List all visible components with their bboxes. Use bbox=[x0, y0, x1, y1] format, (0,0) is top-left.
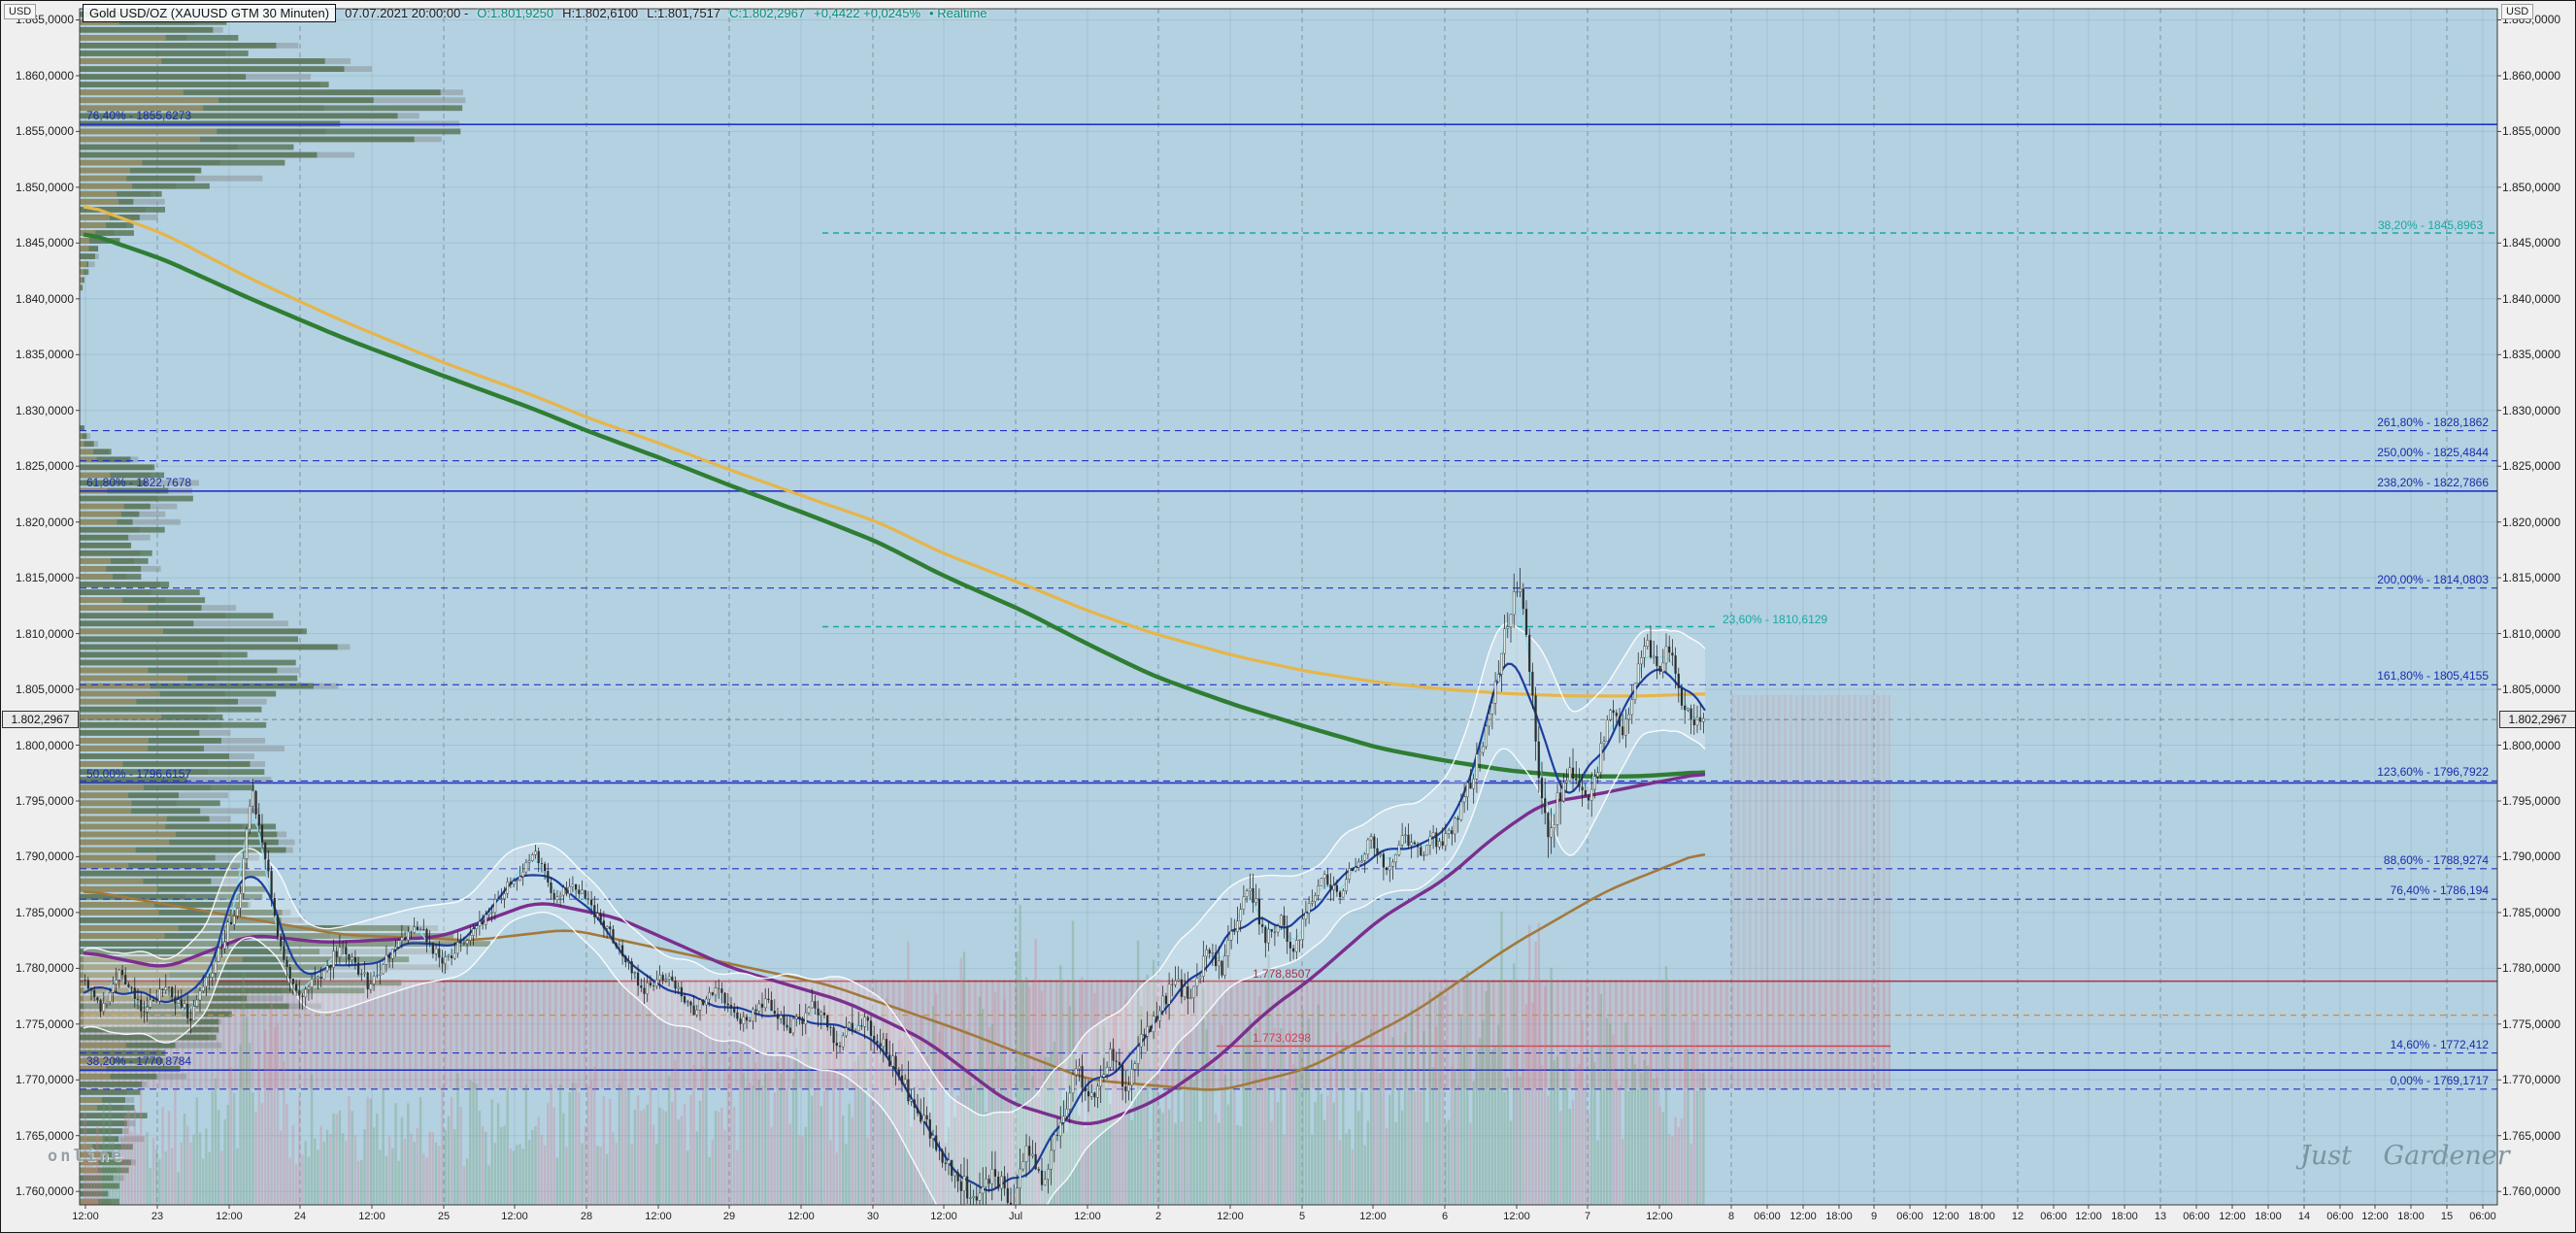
title-change: +0,4422 +0,0245% bbox=[814, 6, 921, 20]
title-close: C:1.802,2967 bbox=[729, 6, 806, 20]
title-bar: Gold USD/OZ (XAUUSD GTM 30 Minuten) 07.0… bbox=[83, 4, 987, 22]
left-axis-unit[interactable]: USD bbox=[4, 4, 37, 19]
realtime-badge: • Realtime bbox=[929, 6, 987, 20]
current-price-tag-right: 1.802,2967 bbox=[2499, 711, 2575, 728]
title-high: H:1.802,6100 bbox=[562, 6, 639, 20]
title-low: L:1.801,7517 bbox=[647, 6, 721, 20]
instrument-box[interactable]: Gold USD/OZ (XAUUSD GTM 30 Minuten) bbox=[83, 4, 337, 22]
watermark-signature: Just Gardener bbox=[2300, 1141, 2510, 1171]
title-open: O:1.801,9250 bbox=[477, 6, 554, 20]
current-price-tag-left: 1.802,2967 bbox=[2, 711, 79, 728]
title-timestamp: 07.07.2021 20:00:00 - bbox=[345, 6, 469, 20]
platform-logo: online bbox=[48, 1147, 125, 1166]
right-axis-unit[interactable]: USD bbox=[2501, 4, 2534, 19]
